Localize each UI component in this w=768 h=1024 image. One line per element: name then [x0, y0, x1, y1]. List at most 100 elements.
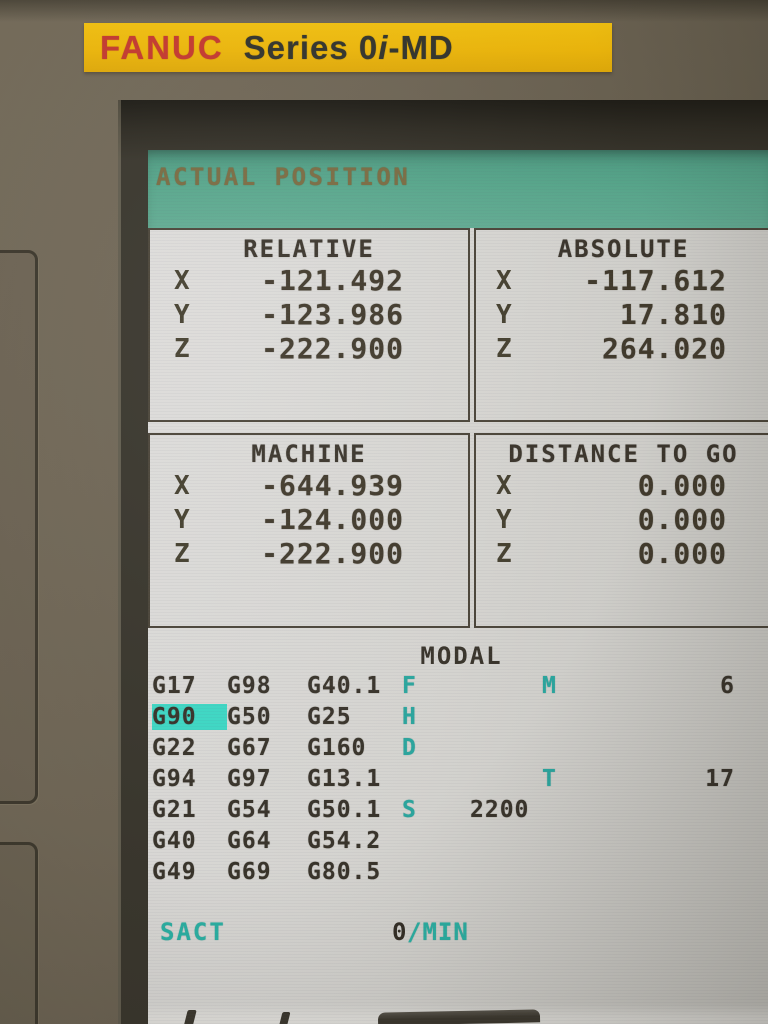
panel-absolute-position: ABSOLUTE X -117.612 Y 17.810 Z 264.020	[474, 228, 768, 422]
modal-letter: T	[542, 765, 557, 792]
modal-right-value: 6	[720, 672, 735, 699]
gcode-cell: G13.1	[307, 765, 382, 792]
axis-value: 0.000	[637, 503, 727, 536]
monitor-bezel: ACTUAL POSITION RELATIVE X -121.492 Y -1…	[118, 100, 768, 1024]
panel-title: MACHINE	[251, 440, 367, 468]
modal-letter: F	[402, 672, 417, 699]
modal-letter: S	[402, 796, 417, 823]
sact-value: 0	[392, 918, 407, 946]
axis-value: -117.612	[584, 264, 727, 297]
modal-gcode-section: MODAL G17 G98 G40.1 F M 6 G90 G50 G25 H	[152, 642, 768, 887]
gcode-row: G21 G54 G50.1 S 2200	[152, 794, 768, 825]
axis-label: X	[174, 265, 191, 296]
sact-unit: /MIN	[407, 918, 469, 946]
panel-title: RELATIVE	[243, 235, 375, 263]
axis-label: X	[496, 470, 513, 501]
axis-label: Z	[496, 538, 513, 569]
axis-label: X	[496, 265, 513, 296]
axis-row: Z 0.000	[476, 537, 768, 570]
spindle-speed-line: SACT 0 /MIN	[160, 918, 768, 948]
axis-label: Y	[496, 504, 513, 535]
gcode-cell: G67	[227, 734, 272, 761]
axis-row: Y 17.810	[476, 298, 768, 331]
gcode-cell: G94	[152, 765, 197, 792]
axis-value: -123.986	[261, 298, 404, 331]
axis-value: 0.000	[637, 469, 727, 502]
axis-row: Y 0.000	[476, 503, 768, 536]
gcode-row: G17 G98 G40.1 F M 6	[152, 670, 768, 701]
softkey-cap	[377, 1009, 541, 1024]
modal-title: MODAL	[420, 642, 503, 670]
axis-value: -644.939	[261, 469, 404, 502]
axis-value: -121.492	[261, 264, 404, 297]
panel-title: ABSOLUTE	[557, 235, 690, 263]
axis-value: -124.000	[261, 503, 404, 536]
axis-row: X 0.000	[476, 469, 768, 502]
modal-right-value: 17	[705, 765, 735, 792]
gcode-row: G90 G50 G25 H	[152, 701, 768, 732]
axis-row: Z 264.020	[476, 332, 768, 365]
gcode-cell: G40.1	[307, 672, 382, 699]
gcode-cell: G54	[227, 796, 272, 823]
axis-label: Z	[496, 333, 513, 364]
gcode-cell: G69	[227, 858, 272, 885]
bezel-door-seam-upper	[0, 250, 38, 804]
modal-letter: H	[402, 703, 417, 730]
axis-label: X	[174, 470, 191, 501]
gcode-cell: G160	[307, 734, 367, 761]
series-suffix: -MD	[388, 28, 454, 66]
panel-title: DISTANCE TO GO	[508, 440, 739, 468]
gcode-row: G40 G64 G54.2	[152, 825, 768, 856]
axis-value: 0.000	[637, 537, 727, 570]
fanuc-logo: FANUC	[100, 28, 224, 66]
gcode-row: G94 G97 G13.1 T 17	[152, 763, 768, 794]
gcode-cell: G80.5	[307, 858, 382, 885]
axis-value: 264.020	[601, 332, 727, 365]
sact-label: SACT	[160, 918, 226, 946]
axis-label: Y	[174, 504, 191, 535]
axis-label: Z	[174, 333, 191, 364]
axis-value: -222.900	[261, 537, 404, 570]
gcode-cell: G22	[152, 734, 197, 761]
modal-letter: M	[542, 672, 557, 699]
axis-row: X -117.612	[476, 264, 768, 297]
panel-distance-to-go: DISTANCE TO GO X 0.000 Y 0.000 Z 0.000	[474, 433, 768, 628]
axis-label: Y	[496, 299, 513, 330]
gcode-cell: G49	[152, 858, 197, 885]
axis-label: Z	[174, 538, 191, 569]
gcode-cell: G50	[227, 703, 272, 730]
axis-row: Y -123.986	[150, 298, 468, 331]
gcode-cell: G50.1	[307, 796, 382, 823]
gcode-cell: G64	[227, 827, 272, 854]
panel-relative-position: RELATIVE X -121.492 Y -123.986 Z -222.90…	[148, 228, 470, 422]
softkey-strip	[148, 1004, 768, 1024]
gcode-cell: G97	[227, 765, 272, 792]
gcode-cell: G54.2	[307, 827, 382, 854]
gcode-cell: G40	[152, 827, 197, 854]
bezel-door-seam-lower	[0, 842, 38, 1024]
panel-machine-position: MACHINE X -644.939 Y -124.000 Z -222.900	[148, 433, 470, 628]
gcode-cell: G21	[152, 796, 197, 823]
series-italic-i: i	[378, 28, 389, 66]
gcode-row: G49 G69 G80.5	[152, 856, 768, 887]
axis-row: X -644.939	[150, 469, 468, 502]
gcode-cell-highlighted: G90	[152, 703, 227, 730]
series-model-label: Series 0i-MD	[244, 29, 454, 67]
series-text: Series 0	[243, 28, 379, 66]
gcode-cell: G25	[307, 703, 352, 730]
axis-row: X -121.492	[150, 264, 468, 297]
gcode-cell: G98	[227, 672, 272, 699]
softkey-edge	[279, 1012, 291, 1024]
axis-row: Z -222.900	[150, 332, 468, 365]
axis-label: Y	[174, 299, 191, 330]
crt-screen: ACTUAL POSITION RELATIVE X -121.492 Y -1…	[148, 150, 768, 1024]
gcode-row: G22 G67 G160 D	[152, 732, 768, 763]
axis-row: Z -222.900	[150, 537, 468, 570]
brand-banner: FANUC Series 0i-MD	[84, 23, 612, 72]
modal-s-value: 2200	[470, 796, 530, 823]
screen-header-bar: ACTUAL POSITION	[148, 150, 768, 228]
modal-letter: D	[402, 734, 417, 761]
axis-value: -222.900	[261, 332, 404, 365]
axis-row: Y -124.000	[150, 503, 468, 536]
